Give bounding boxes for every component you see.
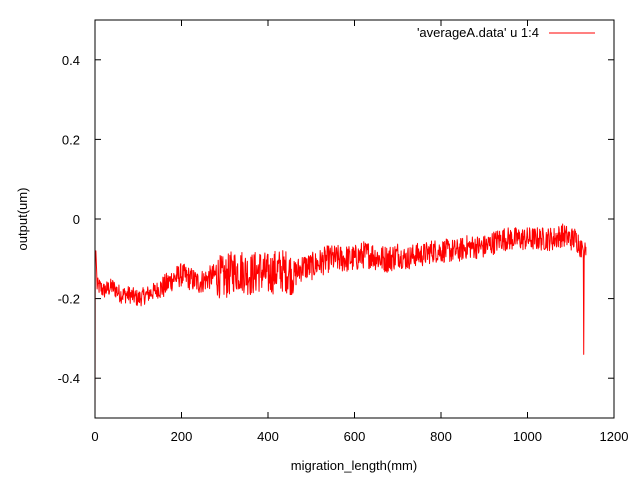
y-tick-label: 0.2: [62, 132, 80, 147]
y-axis-label: output(um): [15, 188, 30, 251]
x-tick-label: 1000: [513, 429, 542, 444]
legend: 'averageA.data' u 1:4: [417, 25, 595, 40]
series-layer: [94, 223, 587, 419]
axis-ticks: 0 200 400 600 800 1000 1200 -0.4 -0.2 0 0.2 0.4: [58, 20, 629, 444]
y-tick-label: 0: [73, 212, 80, 227]
legend-label: 'averageA.data' u 1:4: [417, 25, 539, 40]
x-tick-label: 1200: [600, 429, 629, 444]
y-tick-label: -0.4: [58, 371, 80, 386]
x-axis-label: migration_length(mm): [291, 458, 417, 473]
x-tick-label: 200: [171, 429, 193, 444]
plot-frame: [94, 19, 615, 419]
x-tick-label: 400: [257, 429, 279, 444]
y-tick-label: -0.2: [58, 292, 80, 307]
x-tick-label: 0: [91, 429, 98, 444]
x-tick-label: 600: [344, 429, 366, 444]
series-line: [94, 223, 587, 419]
y-tick-label: 0.4: [62, 53, 80, 68]
x-tick-label: 800: [430, 429, 452, 444]
